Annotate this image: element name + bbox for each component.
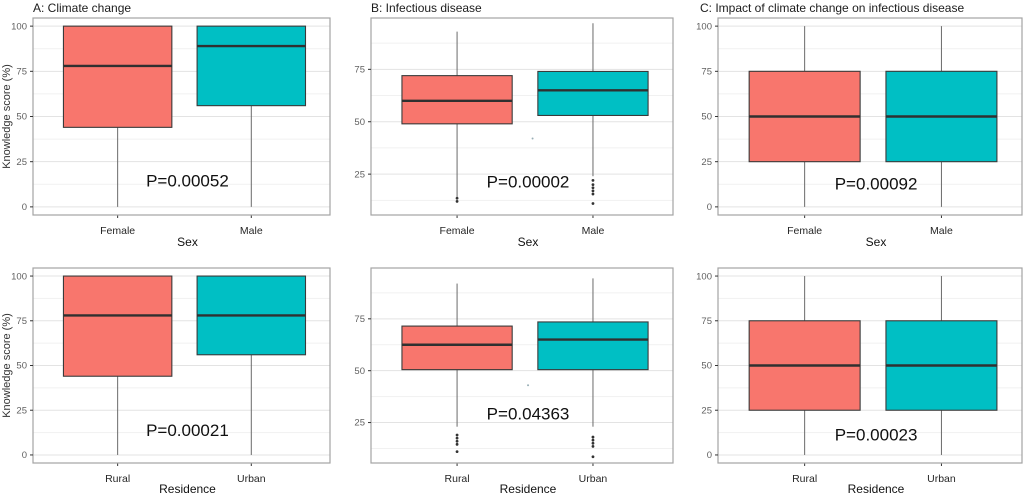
x-axis-title: Sex bbox=[518, 235, 539, 248]
y-tick-label: 50 bbox=[701, 112, 712, 123]
y-tick-label: 100 bbox=[696, 271, 712, 282]
panel-infectious-by-sex: B: Infectious disease Female Male 25 50 75 Se… bbox=[340, 0, 685, 248]
y-tick-label: 50 bbox=[701, 361, 712, 372]
y-tick-label: 25 bbox=[354, 418, 365, 429]
x-category-label: Rural bbox=[445, 473, 470, 485]
x-category-label: Female bbox=[787, 225, 822, 237]
outlier-dot bbox=[591, 455, 595, 459]
panel-impact-by-residence: Rural Urban 0 25 50 75 100 Residence P=0.00023 bbox=[685, 248, 1024, 493]
x-category-label: Urban bbox=[237, 473, 266, 485]
x-category-label: Male bbox=[930, 225, 953, 237]
p-value-label: P=0.00002 bbox=[487, 173, 570, 192]
box-urban bbox=[537, 321, 649, 371]
p-value-label: P=0.04363 bbox=[487, 404, 570, 423]
box-female bbox=[62, 25, 173, 128]
y-tick-label: 75 bbox=[16, 67, 27, 78]
panel-border bbox=[370, 17, 674, 216]
panel-climate-by-residence: Rural Urban 0 25 50 75 100 Residence Knowledge s… bbox=[0, 248, 340, 493]
outlier-dot bbox=[455, 196, 459, 200]
x-axis-title: Residence bbox=[159, 482, 216, 493]
y-tick-label: 0 bbox=[707, 450, 712, 461]
p-value-label: P=0.00021 bbox=[146, 421, 229, 440]
y-tick-label: 25 bbox=[701, 405, 712, 416]
outlier-dot bbox=[591, 438, 595, 442]
x-category-label: Rural bbox=[105, 473, 130, 485]
x-category-label: Female bbox=[440, 225, 475, 237]
stray-dot bbox=[527, 384, 530, 387]
y-tick-label: 25 bbox=[16, 157, 27, 168]
y-tick-label: 75 bbox=[16, 316, 27, 327]
outlier-dot bbox=[591, 435, 595, 439]
panel-border bbox=[370, 267, 674, 464]
panel-infectious-by-residence: Rural Urban 25 50 75 Residence P=0.04363 bbox=[340, 248, 685, 493]
x-category-label: Rural bbox=[792, 473, 817, 485]
y-tick-label: 100 bbox=[696, 21, 712, 32]
y-tick-label: 0 bbox=[707, 202, 712, 213]
panel-title: B: Infectious disease bbox=[371, 1, 482, 15]
x-axis-title: Residence bbox=[500, 482, 557, 493]
outlier-dot bbox=[455, 436, 459, 440]
outlier-dot bbox=[591, 183, 595, 187]
panel-climate-by-sex: A: Climate change Female Male 0 25 50 75 100 Se… bbox=[0, 0, 340, 248]
boxplot-canvas: Rural Urban 25 50 75 Residence P=0.04363 bbox=[354, 267, 674, 493]
boxplot-canvas: Female Male 0 25 50 75 100 Sex P=0.00092 bbox=[696, 17, 1023, 248]
outlier-dot bbox=[591, 202, 595, 205]
y-tick-label: 50 bbox=[354, 117, 365, 128]
box-male bbox=[196, 25, 307, 107]
y-tick-label: 75 bbox=[701, 67, 712, 78]
y-tick-label: 0 bbox=[22, 450, 27, 461]
x-category-label: Male bbox=[582, 225, 605, 237]
boxplot-canvas: Rural Urban 0 25 50 75 100 Residence Knowledge s… bbox=[1, 267, 331, 493]
y-tick-label: 50 bbox=[16, 112, 27, 123]
outlier-dot bbox=[455, 450, 459, 453]
p-value-label: P=0.00052 bbox=[146, 172, 229, 191]
outlier-dot bbox=[455, 439, 459, 443]
y-tick-label: 25 bbox=[16, 405, 27, 416]
outlier-dot bbox=[455, 433, 459, 437]
y-axis-label: Knowledge score (%) bbox=[1, 64, 13, 169]
y-tick-label: 100 bbox=[11, 271, 27, 282]
outlier-dot bbox=[591, 186, 595, 190]
x-category-label: Male bbox=[240, 225, 263, 237]
panel-impact-by-sex: C: Impact of climate change on infectiou… bbox=[685, 0, 1024, 248]
stray-dot bbox=[531, 137, 534, 140]
x-axis-title: Sex bbox=[177, 235, 198, 248]
y-tick-label: 25 bbox=[701, 157, 712, 168]
x-category-label: Urban bbox=[927, 473, 956, 485]
y-axis-label: Knowledge score (%) bbox=[1, 313, 13, 418]
x-category-label: Female bbox=[100, 225, 135, 237]
box-rural bbox=[401, 325, 513, 371]
boxplot-canvas: Female Male 0 25 50 75 100 Sex Knowledge score (… bbox=[1, 17, 331, 248]
y-tick-label: 50 bbox=[354, 366, 365, 377]
outlier-dot bbox=[591, 445, 595, 448]
p-value-label: P=0.00023 bbox=[835, 425, 918, 444]
outlier-dot bbox=[591, 179, 595, 182]
box-rural bbox=[62, 275, 173, 377]
y-tick-label: 75 bbox=[354, 65, 365, 76]
x-axis-title: Residence bbox=[848, 482, 905, 493]
x-axis-title: Sex bbox=[866, 235, 887, 248]
y-tick-label: 0 bbox=[22, 202, 27, 213]
outlier-dot bbox=[455, 442, 459, 446]
outlier-dot bbox=[455, 199, 459, 203]
panel-title: C: Impact of climate change on infectiou… bbox=[700, 1, 965, 15]
y-tick-label: 50 bbox=[16, 361, 27, 372]
boxplot-canvas: Female Male 25 50 75 Sex P=0.00002 bbox=[354, 17, 674, 248]
x-category-label: Urban bbox=[579, 473, 608, 485]
p-value-label: P=0.00092 bbox=[835, 174, 918, 193]
box-male bbox=[537, 70, 649, 117]
outlier-dot bbox=[591, 189, 595, 193]
outlier-dot bbox=[591, 441, 595, 445]
y-tick-label: 75 bbox=[701, 316, 712, 327]
panel-title: A: Climate change bbox=[33, 1, 132, 15]
y-tick-label: 75 bbox=[354, 314, 365, 325]
y-tick-label: 25 bbox=[354, 169, 365, 180]
boxplot-canvas: Rural Urban 0 25 50 75 100 Residence P=0.00023 bbox=[696, 267, 1023, 493]
outlier-dot bbox=[591, 192, 595, 196]
y-tick-label: 100 bbox=[11, 21, 27, 32]
